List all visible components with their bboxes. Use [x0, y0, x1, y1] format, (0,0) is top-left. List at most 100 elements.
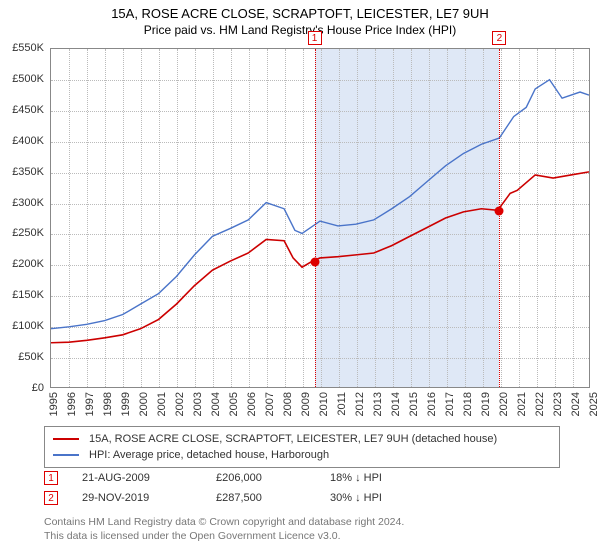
xtick-label: 2024: [570, 392, 582, 416]
gridline-v: [465, 49, 466, 387]
gridline-v: [411, 49, 412, 387]
xtick-label: 2013: [372, 392, 384, 416]
gridline-v: [159, 49, 160, 387]
gridline-v: [249, 49, 250, 387]
gridline-v: [285, 49, 286, 387]
ytick-label: £500K: [12, 73, 44, 85]
title-sub: Price paid vs. HM Land Registry's House …: [0, 23, 600, 37]
footnote-line1: Contains HM Land Registry data © Crown c…: [44, 516, 560, 530]
xtick-label: 2002: [174, 392, 186, 416]
gridline-v: [267, 49, 268, 387]
footnote: Contains HM Land Registry data © Crown c…: [44, 516, 560, 543]
xtick-label: 2004: [210, 392, 222, 416]
xtick-label: 1995: [48, 392, 60, 416]
chart-plot-area: 12 £0£50K£100K£150K£200K£250K£300K£350K£…: [50, 48, 590, 388]
gridline-v: [321, 49, 322, 387]
legend: 15A, ROSE ACRE CLOSE, SCRAPTOFT, LEICEST…: [44, 426, 560, 468]
xtick-label: 1998: [102, 392, 114, 416]
gridline-h: [51, 111, 589, 112]
xtick-label: 2014: [390, 392, 402, 416]
gridline-h: [51, 265, 589, 266]
gridline-h: [51, 80, 589, 81]
gridline-v: [339, 49, 340, 387]
gridline-h: [51, 234, 589, 235]
xtick-label: 2019: [480, 392, 492, 416]
gridline-v: [447, 49, 448, 387]
xtick-label: 2010: [318, 392, 330, 416]
marker-line-1: [315, 49, 316, 387]
legend-row: 15A, ROSE ACRE CLOSE, SCRAPTOFT, LEICEST…: [53, 431, 551, 447]
sale-period-band: [315, 49, 500, 387]
title-block: 15A, ROSE ACRE CLOSE, SCRAPTOFT, LEICEST…: [0, 0, 600, 39]
xtick-label: 2025: [588, 392, 600, 416]
xtick-label: 2017: [444, 392, 456, 416]
gridline-h: [51, 173, 589, 174]
xtick-label: 1999: [120, 392, 132, 416]
gridline-v: [303, 49, 304, 387]
gridline-v: [141, 49, 142, 387]
ytick-label: £450K: [12, 104, 44, 116]
xtick-label: 2006: [246, 392, 258, 416]
record-row: 2 29-NOV-2019 £287,500 30% ↓ HPI: [44, 488, 560, 508]
ytick-label: £200K: [12, 258, 44, 270]
gridline-v: [519, 49, 520, 387]
gridline-h: [51, 296, 589, 297]
xtick-label: 2011: [336, 392, 348, 416]
ytick-label: £50K: [18, 351, 44, 363]
xtick-label: 2001: [156, 392, 168, 416]
gridline-v: [483, 49, 484, 387]
record-price: £206,000: [216, 472, 306, 484]
xtick-label: 2020: [498, 392, 510, 416]
xtick-label: 2023: [552, 392, 564, 416]
gridline-v: [69, 49, 70, 387]
footnote-line2: This data is licensed under the Open Gov…: [44, 530, 560, 544]
ytick-label: £100K: [12, 320, 44, 332]
title-main: 15A, ROSE ACRE CLOSE, SCRAPTOFT, LEICEST…: [0, 6, 600, 21]
gridline-v: [393, 49, 394, 387]
marker-dot-2: [495, 207, 504, 216]
xtick-label: 2007: [264, 392, 276, 416]
gridline-h: [51, 142, 589, 143]
chart-container: 15A, ROSE ACRE CLOSE, SCRAPTOFT, LEICEST…: [0, 0, 600, 560]
marker-flag-2: 2: [492, 31, 506, 45]
xtick-label: 2018: [462, 392, 474, 416]
xtick-label: 2015: [408, 392, 420, 416]
xtick-label: 1996: [66, 392, 78, 416]
legend-label: HPI: Average price, detached house, Harb…: [89, 449, 329, 461]
marker-line-2: [499, 49, 500, 387]
record-date: 29-NOV-2019: [82, 492, 192, 504]
gridline-v: [87, 49, 88, 387]
gridline-v: [105, 49, 106, 387]
legend-swatch: [53, 438, 79, 440]
gridline-v: [537, 49, 538, 387]
ytick-label: £150K: [12, 289, 44, 301]
legend-label: 15A, ROSE ACRE CLOSE, SCRAPTOFT, LEICEST…: [89, 433, 497, 445]
ytick-label: £300K: [12, 197, 44, 209]
sale-records: 121-AUG-2009£206,00018% ↓ HPI229-NOV-201…: [44, 468, 560, 508]
marker-dot-1: [310, 257, 319, 266]
gridline-v: [501, 49, 502, 387]
record-row: 121-AUG-2009£206,00018% ↓ HPI: [44, 468, 560, 488]
xtick-label: 2008: [282, 392, 294, 416]
plot-background: 12: [50, 48, 590, 388]
xtick-label: 2000: [138, 392, 150, 416]
gridline-v: [231, 49, 232, 387]
record-diff: 30% ↓ HPI: [330, 492, 450, 504]
marker-flag-1: 1: [308, 31, 322, 45]
xtick-label: 1997: [84, 392, 96, 416]
xtick-label: 2021: [516, 392, 528, 416]
ytick-label: £400K: [12, 135, 44, 147]
xtick-label: 2012: [354, 392, 366, 416]
xtick-label: 2003: [192, 392, 204, 416]
gridline-v: [375, 49, 376, 387]
xtick-label: 2009: [300, 392, 312, 416]
gridline-v: [123, 49, 124, 387]
gridline-v: [429, 49, 430, 387]
record-marker: 2: [44, 491, 58, 505]
record-date: 21-AUG-2009: [82, 472, 192, 484]
gridline-v: [213, 49, 214, 387]
record-diff: 18% ↓ HPI: [330, 472, 450, 484]
gridline-v: [357, 49, 358, 387]
ytick-label: £0: [32, 382, 44, 394]
record-price: £287,500: [216, 492, 306, 504]
